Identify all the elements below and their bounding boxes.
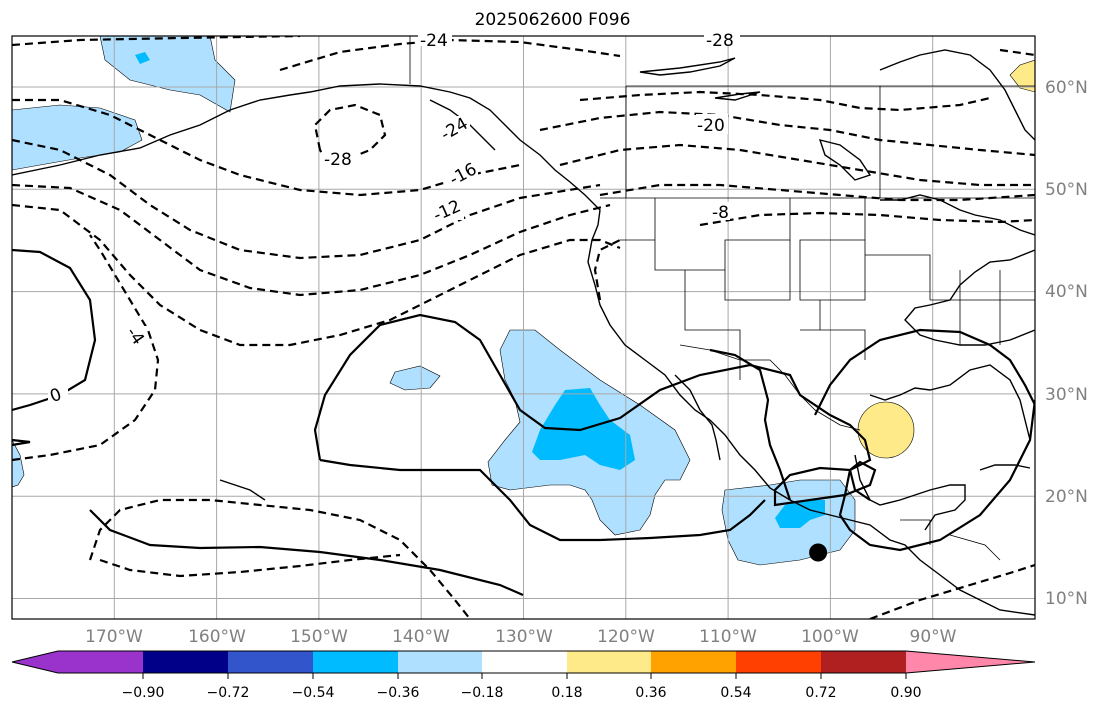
lat-label: 60°N [1045,78,1088,98]
colorbar-segment [651,651,736,673]
colorbar-segment [482,651,567,673]
colorbar-segment [567,651,651,673]
latitude-labels: 10°N 20°N 30°N 40°N 50°N 60°N [1045,78,1088,609]
lon-label: 140°W [392,627,450,647]
lat-label: 40°N [1045,282,1088,302]
lon-label: 130°W [495,627,553,647]
colorbar-tick-label: 0.18 [551,685,582,701]
map-title: 2025062600 F096 [474,10,631,30]
colorbar-segment [398,651,482,673]
contour-label: -28 [324,150,352,170]
lat-label: 20°N [1045,487,1088,507]
colorbar-segment [228,651,313,673]
lon-label: 120°W [597,627,655,647]
colorbar-ticks [142,673,907,679]
colorbar: −0.90 −0.72 −0.54 −0.36 −0.18 0.18 0.36 … [11,650,1036,701]
colorbar-segment [736,651,821,673]
lat-label: 50°N [1045,180,1088,200]
political-borders [409,36,1035,561]
colorbar-tick-label: 0.54 [720,685,751,701]
colorbar-extend-min [12,651,58,673]
colorbar-tick-label: −0.54 [292,685,335,701]
positive-anomaly-regions [857,59,1035,459]
longitude-labels: 170°W 160°W 150°W 140°W 130°W 120°W 110°… [85,627,957,647]
colorbar-segment [313,651,398,673]
contour-label: -24 [420,31,448,51]
lon-label: 110°W [699,627,757,647]
colorbar-tick-label: −0.18 [461,685,504,701]
lon-label: 170°W [85,627,143,647]
lon-label: 160°W [188,627,246,647]
map-frame [11,35,1036,620]
colorbar-segment [58,651,143,673]
contour-label: -8 [712,203,729,223]
colorbar-tick-label: 0.36 [635,685,666,701]
lat-label: 30°N [1045,385,1088,405]
lon-label: 150°W [290,627,348,647]
colorbar-tick-label: 0.72 [805,685,836,701]
colorbar-segment [821,651,906,673]
contour-label: -28 [706,31,734,51]
storm-center-dot [809,543,828,562]
lon-label: 90°W [910,627,957,647]
colorbar-tick-label: 0.90 [890,685,921,701]
contour-label: -20 [697,116,725,136]
zero-contours [12,248,1035,597]
colorbar-segment [143,651,228,673]
lon-label: 100°W [801,627,859,647]
colorbar-outline [11,650,1036,674]
coastlines [12,49,1035,616]
lat-label: 10°N [1045,589,1088,609]
colorbar-tick-label: −0.90 [122,685,165,701]
colorbar-tick-label: −0.36 [377,685,420,701]
colorbar-extend-max [906,651,1035,673]
colorbar-tick-label: −0.72 [207,685,250,701]
contour-labels: -24 -28 -28 -24 -20 -16 -12 -8 -4 0 [47,28,740,407]
